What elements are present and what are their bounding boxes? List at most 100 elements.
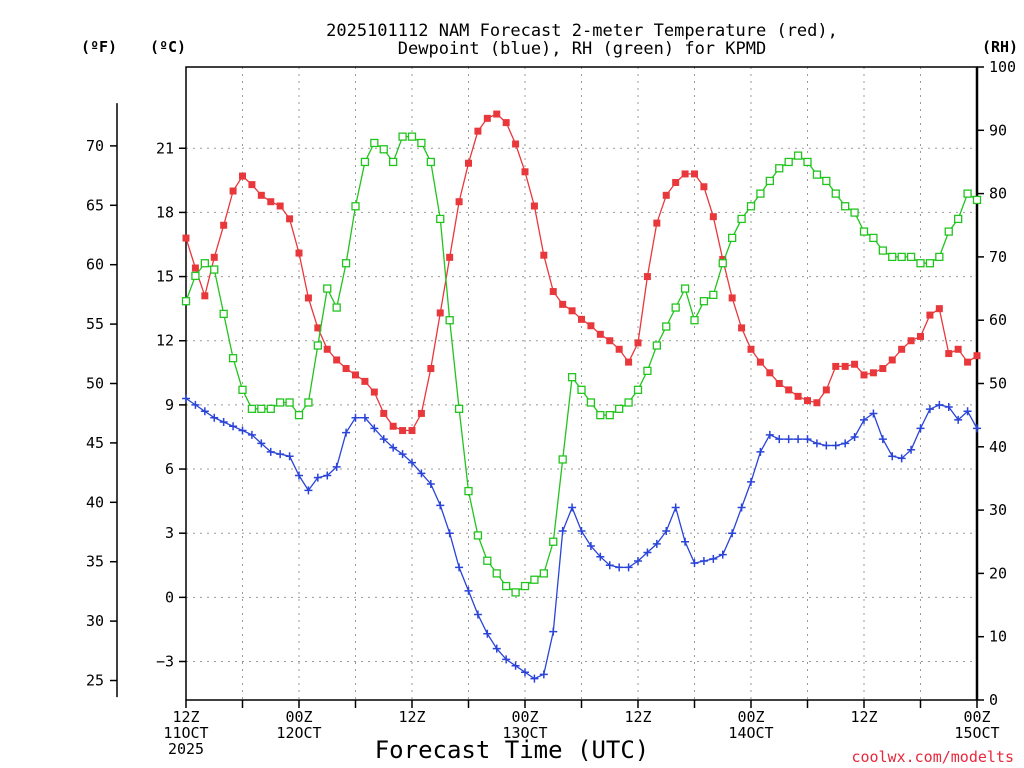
dewpoint-point <box>304 486 313 495</box>
temperature-point <box>304 294 312 302</box>
dewpoint-point <box>219 417 228 426</box>
rh-tick-label: 40 <box>989 438 1007 456</box>
fahrenheit-unit-label: (ºF) <box>81 38 117 56</box>
relative-humidity-point <box>294 410 304 420</box>
relative-humidity-point <box>746 202 756 211</box>
temperature-point <box>785 386 793 394</box>
dewpoint-point <box>775 435 784 444</box>
relative-humidity-point <box>483 556 492 565</box>
dewpoint-point <box>285 452 294 461</box>
temperature-point <box>926 311 934 319</box>
relative-humidity-point <box>454 404 464 413</box>
temperature-point <box>220 221 228 229</box>
relative-humidity-point <box>643 366 652 375</box>
x-tick-label: 14OCT <box>728 724 773 742</box>
temperature-point <box>964 358 972 366</box>
relative-humidity-point <box>822 176 831 186</box>
celsius-tick-label: 0 <box>165 588 174 606</box>
temperature-point <box>370 388 378 396</box>
temperature-point <box>493 110 501 118</box>
x-tick-label: 00Z <box>737 708 764 726</box>
temperature-point <box>917 332 924 340</box>
celsius-tick-label: 3 <box>165 524 174 542</box>
x-tick-label: 11OCT <box>163 724 208 742</box>
relative-humidity-point <box>878 246 887 255</box>
x-tick-label: 12OCT <box>276 724 321 742</box>
dewpoint-point <box>850 432 859 441</box>
relative-humidity-point <box>379 145 388 154</box>
temperature-point <box>568 307 576 315</box>
dewpoint-line <box>185 397 978 680</box>
temperature-point <box>832 362 840 370</box>
relative-humidity-point <box>323 284 332 293</box>
relative-humidity-point <box>624 398 633 407</box>
dewpoint-point <box>897 454 906 463</box>
fahrenheit-tick-label: 40 <box>86 493 104 511</box>
celsius-tick-label: 15 <box>156 268 174 286</box>
temperature-point <box>634 339 642 347</box>
dewpoint-point <box>182 394 190 403</box>
temperature-point <box>182 234 190 242</box>
dewpoint-point <box>351 413 360 422</box>
fahrenheit-tick-label: 35 <box>86 553 104 571</box>
temperature-point <box>756 358 764 366</box>
dewpoint-point <box>389 443 398 452</box>
relative-humidity-point <box>859 227 869 236</box>
temperature-point <box>606 337 614 345</box>
relative-humidity-point <box>351 202 360 211</box>
temperature-point <box>191 264 199 272</box>
dewpoint-point <box>841 439 850 448</box>
dewpoint-point <box>191 400 200 409</box>
temperature-point <box>446 253 454 261</box>
temperature-point <box>653 219 661 227</box>
relative-humidity-point <box>972 195 982 205</box>
temperature-point <box>239 172 246 180</box>
temperature-point <box>888 356 896 364</box>
relative-humidity-point <box>332 303 341 312</box>
relative-humidity-point <box>916 259 925 268</box>
x-tick-label: 12Z <box>624 708 651 726</box>
temperature-point <box>766 369 774 377</box>
temperature-point <box>502 119 510 127</box>
temperature-point <box>681 170 689 178</box>
relative-humidity-point <box>285 398 294 407</box>
temperature-point <box>662 191 670 199</box>
temperature-point <box>822 386 830 394</box>
temperature-point <box>709 213 717 221</box>
fahrenheit-tick-label: 50 <box>86 375 104 393</box>
dewpoint-point <box>473 610 482 619</box>
temperature-point <box>596 330 604 338</box>
dewpoint-point <box>794 435 803 444</box>
relative-humidity-point <box>511 588 520 597</box>
dewpoint-point <box>662 527 671 536</box>
temperature-point <box>879 365 887 373</box>
x-tick-label: 00Z <box>963 708 990 726</box>
relative-humidity-point <box>699 297 709 306</box>
temperature-point <box>615 345 623 353</box>
dewpoint-point <box>247 430 256 439</box>
relative-humidity-point <box>841 202 850 211</box>
dewpoint-point <box>822 441 831 450</box>
dewpoint-point <box>257 439 266 448</box>
temperature-point <box>389 422 397 430</box>
x-tick-label: 12Z <box>398 708 425 726</box>
dewpoint-point <box>539 670 548 679</box>
relative-humidity-point <box>850 208 859 217</box>
dewpoint-point <box>784 435 793 444</box>
dewpoint-point <box>210 413 219 422</box>
relative-humidity-point <box>473 531 483 540</box>
x-axis-title: Forecast Time (UTC) <box>375 736 650 764</box>
temperature-point <box>643 273 651 281</box>
temperature-point <box>578 315 585 323</box>
temperature-point <box>860 371 868 379</box>
temperature-point <box>973 352 981 360</box>
temperature-point <box>333 356 341 364</box>
relative-humidity-point <box>360 157 370 167</box>
relative-humidity-point <box>906 252 916 262</box>
dewpoint-point <box>671 503 680 512</box>
rh-tick-label: 100 <box>989 58 1016 76</box>
relative-humidity-point <box>492 569 501 578</box>
dewpoint-point <box>624 563 633 572</box>
rh-tick-label: 50 <box>989 375 1007 393</box>
